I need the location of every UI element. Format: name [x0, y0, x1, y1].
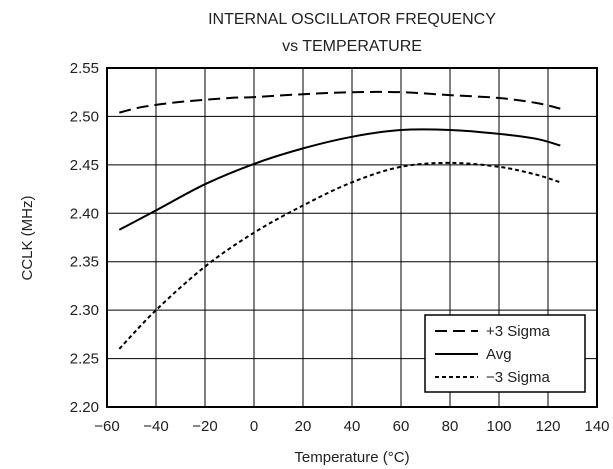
x-tick-label: 40	[344, 418, 361, 435]
x-tick-label: 20	[295, 418, 312, 435]
x-tick-label: 120	[535, 418, 560, 435]
y-tick-label: 2.50	[70, 108, 99, 125]
y-tick-label: 2.25	[70, 351, 99, 368]
x-axis-label: Temperature (°C)	[294, 449, 409, 466]
x-tick-label: 60	[393, 418, 410, 435]
x-tick-labels: −60 −40 −20 0 20 40 60 80 100 120 140	[94, 418, 609, 435]
series-line-3	[118, 161, 561, 350]
y-tick-labels: 2.20 2.25 2.30 2.35 2.40 2.45 2.50 2.55	[70, 60, 99, 416]
x-tick-label: 80	[442, 418, 459, 435]
legend-entry-label: Avg	[486, 346, 512, 363]
plot-frame	[106, 67, 598, 408]
y-tick-label: 2.30	[70, 302, 99, 319]
x-tick-label: −60	[94, 418, 119, 435]
chart-title-line-1: INTERNAL OSCILLATOR FREQUENCY	[208, 11, 496, 28]
y-tick-label: 2.55	[70, 60, 99, 77]
legend-entry-label: −3 Sigma	[486, 369, 550, 386]
x-tick-label: −20	[192, 418, 217, 435]
legend-entry-label: +3 Sigma	[486, 323, 550, 340]
x-tick-label: 100	[486, 418, 511, 435]
y-tick-label: 2.40	[70, 205, 99, 222]
series-layer	[118, 90, 561, 350]
x-tick-label: −40	[143, 418, 168, 435]
chart-title-line-2: vs TEMPERATURE	[282, 38, 422, 55]
series-line-1	[119, 90, 561, 114]
y-tick-label: 2.20	[70, 399, 99, 416]
y-axis-label: CCLK (MHz)	[19, 195, 36, 280]
x-tick-label: 0	[250, 418, 258, 435]
x-tick-label: 140	[584, 418, 609, 435]
y-tick-label: 2.45	[70, 157, 99, 174]
series-line-2	[118, 128, 561, 231]
legend: +3 Sigma Avg −3 Sigma	[424, 314, 586, 393]
y-tick-label: 2.35	[70, 254, 99, 271]
